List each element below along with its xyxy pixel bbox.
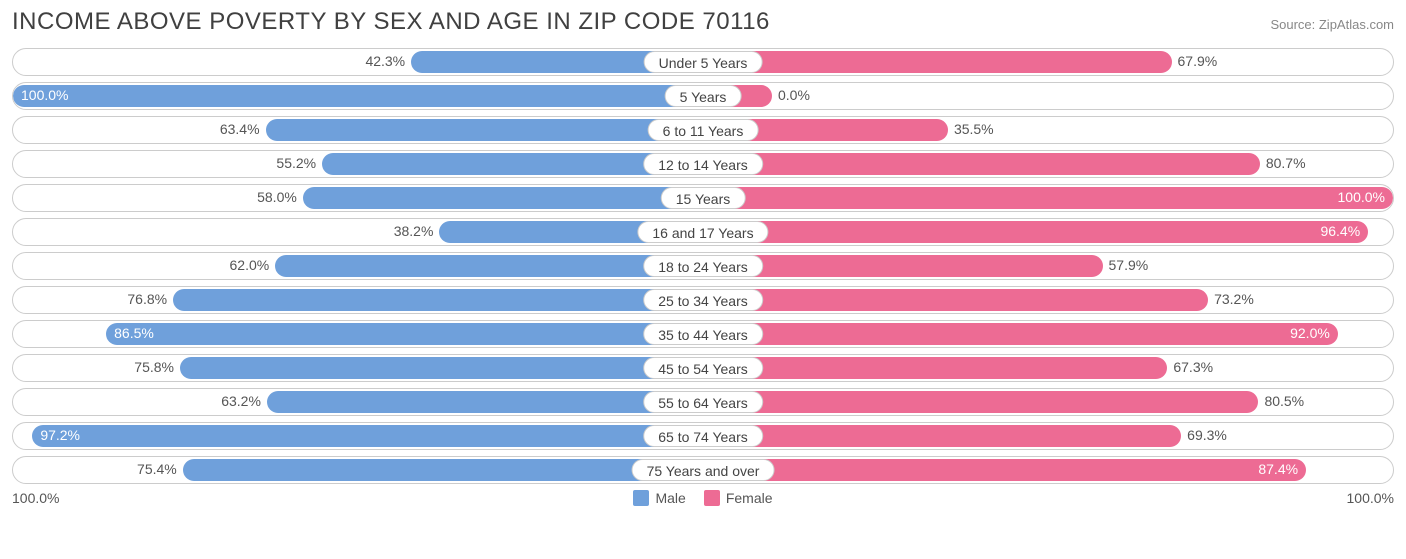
male-swatch xyxy=(633,490,649,506)
male-value-label: 58.0% xyxy=(257,185,297,209)
male-value-label: 42.3% xyxy=(365,49,405,73)
male-value-label: 62.0% xyxy=(230,253,270,277)
female-value-label: 100.0% xyxy=(1338,185,1385,209)
female-value-label: 96.4% xyxy=(1320,219,1360,243)
category-label: 55 to 64 Years xyxy=(643,391,763,413)
category-label: 45 to 54 Years xyxy=(643,357,763,379)
category-label: 25 to 34 Years xyxy=(643,289,763,311)
bar-row: 42.3% 67.9% Under 5 Years xyxy=(12,48,1394,76)
female-value-label: 57.9% xyxy=(1109,253,1149,277)
header: INCOME ABOVE POVERTY BY SEX AND AGE IN Z… xyxy=(12,8,1394,36)
male-bar xyxy=(32,425,703,447)
bar-row: 75.4% 87.4% 75 Years and over xyxy=(12,456,1394,484)
female-swatch xyxy=(704,490,720,506)
female-value-label: 67.9% xyxy=(1178,49,1218,73)
female-value-label: 92.0% xyxy=(1290,321,1330,345)
category-label: 75 Years and over xyxy=(632,459,775,481)
female-bar xyxy=(703,357,1167,379)
bar-row: 62.0% 57.9% 18 to 24 Years xyxy=(12,252,1394,280)
legend-female: Female xyxy=(704,490,773,506)
male-value-label: 76.8% xyxy=(127,287,167,311)
axis-row: 100.0% Male Female 100.0% xyxy=(12,490,1394,506)
male-value-label: 75.4% xyxy=(137,457,177,481)
category-label: Under 5 Years xyxy=(644,51,763,73)
male-value-label: 100.0% xyxy=(21,83,68,107)
female-value-label: 67.3% xyxy=(1173,355,1213,379)
axis-left-label: 100.0% xyxy=(12,490,59,506)
male-bar xyxy=(266,119,703,141)
female-bar xyxy=(703,221,1368,243)
female-bar xyxy=(703,153,1260,175)
female-value-label: 35.5% xyxy=(954,117,994,141)
chart-container: INCOME ABOVE POVERTY BY SEX AND AGE IN Z… xyxy=(0,0,1406,514)
female-value-label: 80.5% xyxy=(1264,389,1304,413)
axis-right-label: 100.0% xyxy=(1347,490,1394,506)
male-value-label: 63.4% xyxy=(220,117,260,141)
category-label: 15 Years xyxy=(661,187,746,209)
bar-rows: 42.3% 67.9% Under 5 Years 100.0% 0.0% 5 Years… xyxy=(12,48,1394,484)
female-value-label: 87.4% xyxy=(1258,457,1298,481)
female-bar xyxy=(703,459,1306,481)
bar-row: 100.0% 0.0% 5 Years xyxy=(12,82,1394,110)
male-bar xyxy=(13,85,703,107)
chart-title: INCOME ABOVE POVERTY BY SEX AND AGE IN Z… xyxy=(12,8,770,36)
female-value-label: 69.3% xyxy=(1187,423,1227,447)
male-bar xyxy=(173,289,703,311)
bar-row: 55.2% 80.7% 12 to 14 Years xyxy=(12,150,1394,178)
female-bar xyxy=(703,391,1258,413)
bar-row: 58.0% 100.0% 15 Years xyxy=(12,184,1394,212)
male-value-label: 38.2% xyxy=(394,219,434,243)
male-bar xyxy=(275,255,703,277)
bar-row: 63.4% 35.5% 6 to 11 Years xyxy=(12,116,1394,144)
category-label: 6 to 11 Years xyxy=(648,119,759,141)
category-label: 18 to 24 Years xyxy=(643,255,763,277)
bar-row: 86.5% 92.0% 35 to 44 Years xyxy=(12,320,1394,348)
bar-row: 76.8% 73.2% 25 to 34 Years xyxy=(12,286,1394,314)
male-value-label: 55.2% xyxy=(276,151,316,175)
legend-male: Male xyxy=(633,490,685,506)
source-label: Source: ZipAtlas.com xyxy=(1270,17,1394,32)
category-label: 16 and 17 Years xyxy=(637,221,768,243)
female-bar xyxy=(703,289,1208,311)
legend: Male Female xyxy=(633,490,772,506)
female-value-label: 0.0% xyxy=(778,83,810,107)
legend-female-label: Female xyxy=(726,490,773,506)
female-bar xyxy=(703,255,1103,277)
male-value-label: 86.5% xyxy=(114,321,154,345)
male-bar xyxy=(267,391,703,413)
female-bar xyxy=(703,323,1338,345)
male-bar xyxy=(180,357,703,379)
bar-row: 63.2% 80.5% 55 to 64 Years xyxy=(12,388,1394,416)
male-value-label: 75.8% xyxy=(134,355,174,379)
bar-row: 75.8% 67.3% 45 to 54 Years xyxy=(12,354,1394,382)
bar-row: 38.2% 96.4% 16 and 17 Years xyxy=(12,218,1394,246)
female-value-label: 80.7% xyxy=(1266,151,1306,175)
male-value-label: 97.2% xyxy=(40,423,80,447)
female-bar xyxy=(703,425,1181,447)
female-value-label: 73.2% xyxy=(1214,287,1254,311)
legend-male-label: Male xyxy=(655,490,685,506)
female-bar xyxy=(703,187,1393,209)
bar-row: 97.2% 69.3% 65 to 74 Years xyxy=(12,422,1394,450)
male-bar xyxy=(183,459,703,481)
category-label: 12 to 14 Years xyxy=(643,153,763,175)
category-label: 65 to 74 Years xyxy=(643,425,763,447)
male-bar xyxy=(106,323,703,345)
male-value-label: 63.2% xyxy=(221,389,261,413)
category-label: 5 Years xyxy=(665,85,742,107)
male-bar xyxy=(303,187,703,209)
category-label: 35 to 44 Years xyxy=(643,323,763,345)
female-bar xyxy=(703,51,1172,73)
